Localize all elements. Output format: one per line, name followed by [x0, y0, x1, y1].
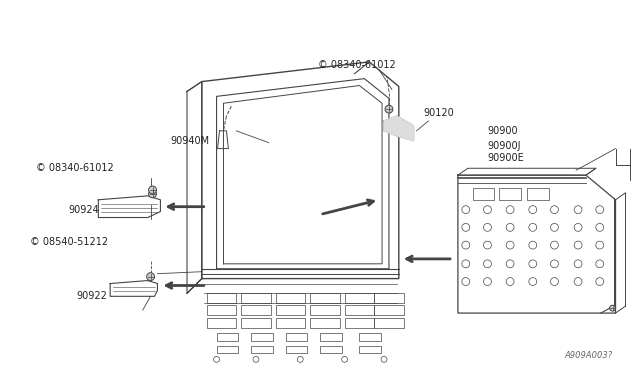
Bar [499, 188, 521, 200]
Bar [207, 318, 236, 328]
Bar [344, 318, 374, 328]
Text: © 08340-61012: © 08340-61012 [36, 163, 114, 173]
Bar [360, 333, 381, 341]
Bar [276, 305, 305, 315]
Bar [320, 333, 342, 341]
Bar [310, 294, 340, 303]
Bar [310, 305, 340, 315]
Bar [374, 318, 404, 328]
Text: 90900E: 90900E [488, 153, 524, 163]
Bar [374, 305, 404, 315]
Text: © 08540-51212: © 08540-51212 [30, 237, 109, 247]
Bar [241, 294, 271, 303]
Bar [344, 294, 374, 303]
Bar [360, 346, 381, 353]
Text: A909A003?: A909A003? [564, 351, 612, 360]
Text: 90922: 90922 [77, 291, 108, 301]
Bar [310, 318, 340, 328]
Text: © 08340-61012: © 08340-61012 [318, 60, 396, 70]
Bar [527, 188, 548, 200]
Circle shape [148, 190, 156, 198]
Circle shape [148, 186, 156, 194]
Bar [285, 333, 307, 341]
Text: 90900: 90900 [488, 126, 518, 136]
Bar [241, 318, 271, 328]
Bar [285, 346, 307, 353]
Text: 90120: 90120 [424, 108, 454, 118]
Bar [207, 305, 236, 315]
Bar [216, 346, 238, 353]
Bar [251, 333, 273, 341]
Bar [344, 305, 374, 315]
Bar [216, 333, 238, 341]
Circle shape [610, 305, 616, 311]
Bar [241, 305, 271, 315]
Text: 90900J: 90900J [488, 141, 521, 151]
Polygon shape [384, 116, 413, 141]
Bar [473, 188, 494, 200]
Bar [320, 346, 342, 353]
Bar [207, 294, 236, 303]
Bar [276, 294, 305, 303]
Bar [276, 318, 305, 328]
Bar [251, 346, 273, 353]
Circle shape [147, 273, 154, 280]
Text: 90940M: 90940M [170, 136, 209, 146]
Bar [374, 294, 404, 303]
Text: 90924: 90924 [69, 205, 100, 215]
Circle shape [385, 105, 393, 113]
